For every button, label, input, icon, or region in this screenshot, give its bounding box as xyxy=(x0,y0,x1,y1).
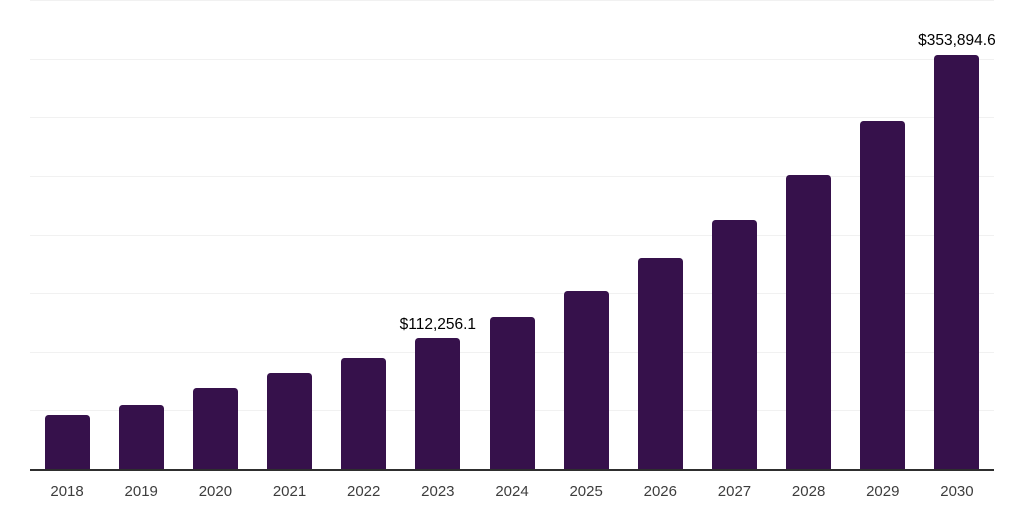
x-axis-tick-labels: 2018 2019 2020 2021 2022 2023 2024 2025 2026 2027… xyxy=(30,483,994,505)
plot-area: $112,256.1 $353,894.6 xyxy=(30,0,996,471)
bar-2021 xyxy=(267,372,313,470)
tick-label-2024: 2024 xyxy=(495,483,529,500)
tick-label-2030: 2030 xyxy=(940,483,974,500)
bar-2023 xyxy=(415,338,461,470)
bar-2027 xyxy=(711,220,757,470)
tick-label-2021: 2021 xyxy=(272,483,307,500)
bar-2030 xyxy=(934,55,980,470)
gridline-200000 xyxy=(30,234,994,236)
tick-label-2019: 2019 xyxy=(124,483,158,500)
tick-label-2026: 2026 xyxy=(643,483,677,500)
gridline-250000 xyxy=(30,175,994,177)
bar-2019 xyxy=(118,405,164,470)
tick-label-2020: 2020 xyxy=(198,483,233,500)
bar-2029 xyxy=(860,120,906,470)
value-label-2023: $112,256.1 xyxy=(399,315,477,333)
bar-2028 xyxy=(786,175,832,470)
gridline-400000 xyxy=(30,0,994,1)
tick-label-2025: 2025 xyxy=(569,483,603,500)
value-label-2030: $353,894.6 xyxy=(918,32,996,50)
tick-label-2029: 2029 xyxy=(866,483,900,500)
tick-label-2023: 2023 xyxy=(421,483,455,500)
tick-label-2028: 2028 xyxy=(791,483,826,500)
tick-label-2018: 2018 xyxy=(50,483,84,500)
bar-2026 xyxy=(637,257,683,470)
bar-2025 xyxy=(563,290,609,470)
bar-2022 xyxy=(341,357,387,470)
bar-2018 xyxy=(44,415,90,470)
tick-label-2022: 2022 xyxy=(347,483,381,500)
bar-2020 xyxy=(192,387,238,470)
gridline-300000 xyxy=(30,117,994,119)
bar-2024 xyxy=(489,316,535,470)
tick-label-2027: 2027 xyxy=(717,483,752,500)
gridline-350000 xyxy=(30,58,994,60)
gridline-150000 xyxy=(30,293,994,295)
x-axis-line xyxy=(30,469,994,471)
